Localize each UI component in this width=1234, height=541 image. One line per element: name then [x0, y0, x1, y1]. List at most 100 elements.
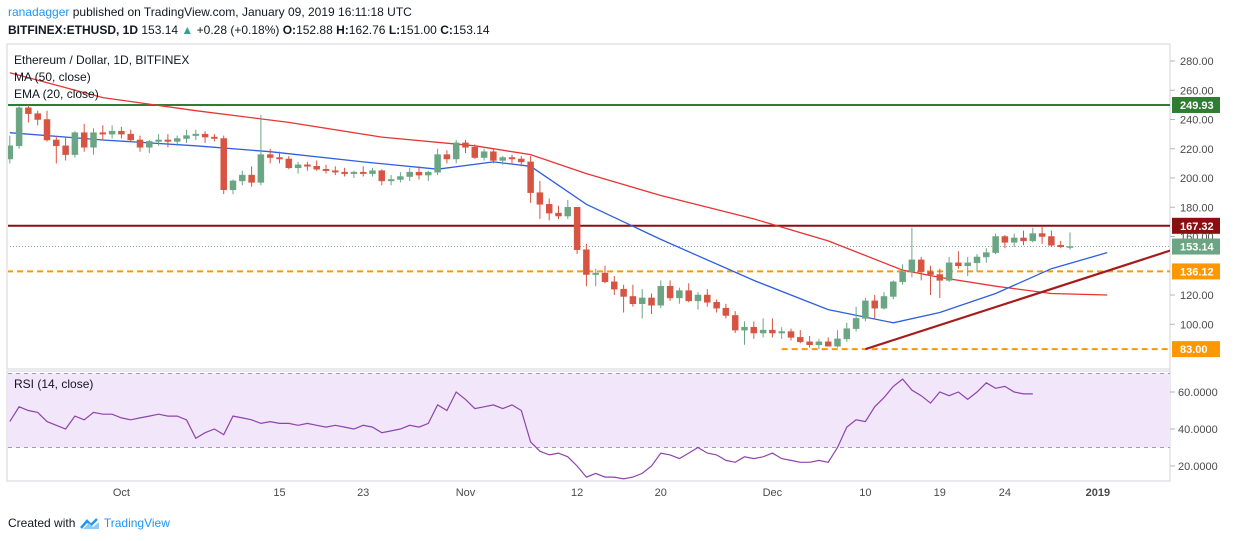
- candle[interactable]: [53, 135, 60, 164]
- candle[interactable]: [359, 166, 367, 177]
- candle[interactable]: [183, 129, 190, 143]
- candle[interactable]: [220, 135, 227, 195]
- candle[interactable]: [936, 268, 944, 298]
- candle[interactable]: [378, 169, 386, 186]
- candle[interactable]: [229, 179, 237, 195]
- candle[interactable]: [508, 154, 516, 164]
- candle[interactable]: [722, 303, 730, 319]
- candle[interactable]: [899, 264, 906, 285]
- candle[interactable]: [657, 280, 665, 309]
- main-pane[interactable]: [6, 43, 1171, 370]
- candle[interactable]: [164, 134, 172, 148]
- candle[interactable]: [480, 148, 488, 161]
- candle[interactable]: [620, 284, 627, 313]
- candle[interactable]: [983, 248, 990, 263]
- candle[interactable]: [146, 139, 153, 154]
- candle[interactable]: [1038, 226, 1046, 244]
- tradingview-link[interactable]: TradingView: [103, 516, 170, 530]
- candle[interactable]: [797, 330, 804, 344]
- candle[interactable]: [890, 280, 897, 300]
- candle[interactable]: [573, 207, 581, 255]
- candle[interactable]: [787, 328, 795, 341]
- candle[interactable]: [629, 284, 637, 307]
- candle[interactable]: [1001, 235, 1009, 249]
- candle[interactable]: [527, 156, 534, 203]
- candle[interactable]: [136, 135, 144, 152]
- candle[interactable]: [992, 233, 999, 255]
- candle[interactable]: [964, 256, 971, 276]
- candle[interactable]: [666, 280, 674, 301]
- candle[interactable]: [304, 161, 311, 171]
- author-name[interactable]: ranadagger: [8, 5, 70, 19]
- candle[interactable]: [611, 275, 618, 295]
- candle[interactable]: [1048, 230, 1055, 247]
- candle[interactable]: [322, 164, 330, 174]
- candle[interactable]: [973, 254, 981, 272]
- candle[interactable]: [266, 148, 274, 164]
- candle[interactable]: [638, 289, 646, 319]
- candle[interactable]: [778, 327, 785, 339]
- candle[interactable]: [843, 322, 851, 342]
- candle[interactable]: [592, 268, 599, 287]
- candle[interactable]: [108, 125, 116, 139]
- candle[interactable]: [862, 297, 869, 322]
- candle[interactable]: [750, 321, 758, 339]
- candle[interactable]: [583, 243, 590, 287]
- candle[interactable]: [815, 338, 823, 350]
- candle[interactable]: [806, 335, 813, 348]
- candle[interactable]: [406, 167, 413, 181]
- candle[interactable]: [452, 139, 460, 164]
- candle[interactable]: [7, 135, 14, 164]
- candle[interactable]: [332, 166, 339, 176]
- candle[interactable]: [43, 110, 51, 142]
- candle[interactable]: [173, 135, 181, 146]
- candle[interactable]: [731, 311, 739, 334]
- candle[interactable]: [564, 199, 572, 219]
- candle[interactable]: [694, 292, 702, 310]
- candle[interactable]: [741, 321, 748, 345]
- candle[interactable]: [90, 128, 97, 155]
- candle[interactable]: [834, 330, 841, 348]
- candle[interactable]: [239, 170, 246, 186]
- candle[interactable]: [759, 318, 767, 338]
- candle[interactable]: [211, 134, 218, 142]
- candle[interactable]: [769, 318, 776, 338]
- candle[interactable]: [1020, 230, 1027, 246]
- candle[interactable]: [676, 287, 683, 304]
- candle[interactable]: [685, 283, 692, 303]
- candle[interactable]: [201, 131, 209, 143]
- candle[interactable]: [415, 166, 423, 180]
- candle[interactable]: [313, 160, 320, 171]
- candle[interactable]: [1029, 227, 1037, 243]
- candle[interactable]: [704, 289, 711, 307]
- candle[interactable]: [25, 104, 32, 123]
- candle[interactable]: [350, 170, 358, 178]
- candle[interactable]: [824, 337, 832, 347]
- candle[interactable]: [648, 293, 655, 315]
- candle[interactable]: [99, 125, 107, 140]
- candle[interactable]: [34, 110, 41, 126]
- candle[interactable]: [490, 148, 497, 164]
- candle[interactable]: [555, 205, 562, 219]
- candle[interactable]: [908, 227, 916, 278]
- candle[interactable]: [536, 180, 544, 219]
- candle[interactable]: [499, 156, 506, 165]
- candle[interactable]: [443, 150, 451, 164]
- candle[interactable]: [369, 167, 376, 177]
- candle[interactable]: [294, 161, 302, 174]
- candle[interactable]: [945, 256, 953, 282]
- candle[interactable]: [1066, 232, 1074, 250]
- candle[interactable]: [118, 126, 125, 139]
- candle[interactable]: [955, 251, 962, 269]
- candle[interactable]: [880, 292, 888, 310]
- candle[interactable]: [518, 156, 525, 167]
- candle[interactable]: [127, 129, 134, 142]
- candle[interactable]: [545, 198, 553, 221]
- candle[interactable]: [1057, 240, 1064, 249]
- candle[interactable]: [1010, 233, 1018, 247]
- candle[interactable]: [397, 172, 404, 183]
- candle[interactable]: [257, 115, 265, 186]
- candle[interactable]: [917, 256, 925, 281]
- candle[interactable]: [871, 295, 878, 319]
